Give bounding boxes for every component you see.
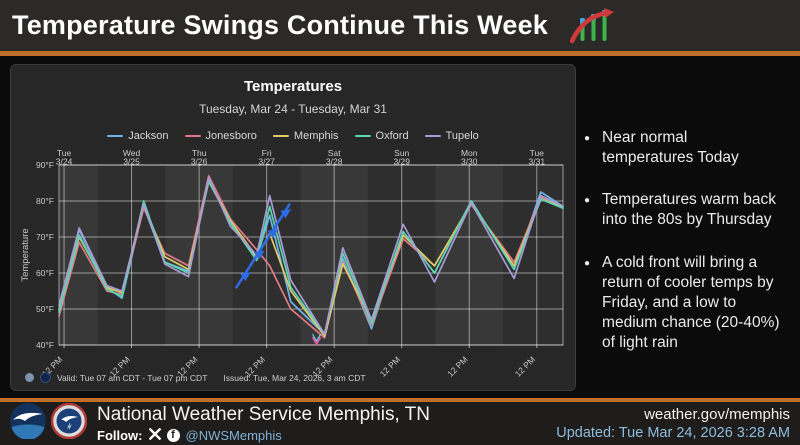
legend-label: Memphis [293, 130, 339, 142]
noon-tick-label: 12 PM [378, 354, 402, 378]
y-tick-label: 60°F [36, 268, 54, 278]
y-tick-label: 40°F [36, 340, 54, 350]
website-link[interactable]: weather.gov/memphis [644, 406, 790, 423]
chart-title: Temperatures [243, 78, 343, 95]
page-title: Temperature Swings Continue This Week [12, 10, 548, 40]
front-passage-marker [311, 336, 322, 347]
date-label: 3/24 [56, 157, 73, 167]
legend-item-jonesboro: Jonesboro [184, 130, 257, 142]
follow-row: Follow: f @NWSMemphis [97, 427, 430, 443]
footer-logos [10, 402, 88, 444]
day-label: Sat [328, 149, 341, 158]
front-passage-marker-outline [312, 333, 322, 343]
chart-legend: Jackson Jonesboro Memphis Oxford Tupelo [11, 130, 575, 142]
legend-label: Oxford [375, 130, 409, 142]
noaa-logo-icon [10, 403, 46, 444]
noon-tick-label: 12 PM [513, 354, 537, 378]
y-tick-label: 70°F [36, 232, 54, 242]
date-label: 3/30 [461, 157, 478, 167]
legend-swatch [184, 134, 201, 138]
chart-subtitle: Tuesday, Mar 24 - Tuesday, Mar 31 [199, 102, 387, 116]
date-label: 3/31 [529, 157, 546, 167]
issued-text: Issued: Tue, Mar 24, 2026, 3 am CDT [223, 372, 366, 383]
legend-swatch [272, 134, 289, 138]
legend-item-jackson: Jackson [107, 130, 169, 142]
day-label: Sun [394, 149, 409, 158]
y-tick-label: 50°F [36, 304, 54, 314]
valid-issued-row: Valid: Tue 07 am CDT - Tue 07 pm CDT Iss… [25, 372, 366, 383]
social-handle-link[interactable]: @NWSMemphis [185, 428, 282, 443]
day-label: Fri [262, 149, 272, 158]
legend-swatch [424, 134, 441, 138]
legend-item-tupelo: Tupelo [424, 130, 479, 142]
day-band [503, 165, 563, 345]
date-label: 3/27 [258, 157, 275, 167]
cold-front-triangle [267, 229, 279, 239]
follow-label: Follow: [97, 428, 143, 443]
valid-text: Valid: Tue 07 am CDT - Tue 07 pm CDT [57, 372, 208, 383]
y-tick-label: 80°F [36, 196, 54, 206]
updated-timestamp: Updated: Tue Mar 24, 2026 3:28 AM [556, 425, 790, 441]
legend-label: Jonesboro [205, 130, 257, 142]
cold-front-triangle [254, 250, 265, 260]
header-bar: Temperature Swings Continue This Week [0, 0, 800, 51]
x-twitter-icon[interactable] [148, 427, 161, 443]
legend-item-memphis: Memphis [272, 130, 339, 142]
bullet-dot: ● [584, 195, 591, 207]
orange-divider-top [0, 51, 800, 56]
day-label: Tue [530, 149, 545, 158]
bullet-text: Temperatures warm back into the 80s by T… [602, 191, 777, 229]
bullet-dot: ● [584, 257, 591, 269]
date-label: 3/26 [191, 157, 208, 167]
legend-label: Jackson [128, 130, 169, 142]
legend-swatch [354, 134, 371, 138]
bullet-dot: ● [584, 133, 591, 144]
legend-label: Tupelo [445, 130, 479, 142]
bullet-text: Near normal temperatures Today [602, 129, 739, 167]
footer-right-block: weather.gov/memphis Updated: Tue Mar 24,… [556, 406, 790, 441]
day-label: Tue [57, 149, 72, 158]
date-label: 3/29 [393, 157, 410, 167]
plot-border [58, 164, 564, 346]
legend-swatch [107, 134, 124, 138]
orange-divider-bottom [0, 398, 800, 402]
legend-item-oxford: Oxford [354, 130, 409, 142]
key-points-list: ● Near normal temperatures Today ● Temperat… [584, 128, 790, 375]
bullet-item: ● Temperatures warm back into the 80s by … [584, 190, 790, 230]
cold-front-triangle [240, 272, 251, 282]
nws-mini-logo-icon [25, 373, 34, 382]
date-label: 3/25 [123, 157, 140, 167]
y-tick-label: 90°F [36, 160, 54, 170]
chart-panel: Temperatures Tuesday, Mar 24 - Tuesday, … [10, 64, 576, 391]
bullet-item: ● Near normal temperatures Today [584, 128, 790, 168]
rising-thermometers-icon [570, 7, 614, 45]
noon-tick-label: 12 PM [445, 354, 469, 378]
facebook-icon[interactable]: f [166, 429, 180, 442]
bullet-text: A cold front will bring a return of cool… [602, 253, 780, 352]
footer-org-block: National Weather Service Memphis, TN Fol… [97, 404, 430, 443]
noaa-mini-logo-icon [40, 372, 51, 383]
org-name: National Weather Service Memphis, TN [97, 404, 430, 425]
series-line-tupelo [58, 176, 564, 336]
y-axis-label: Temperature [20, 228, 31, 281]
date-label: 3/28 [326, 157, 343, 167]
day-label: Thu [192, 149, 207, 158]
bullet-item: ● A cold front will bring a return of coo… [584, 253, 790, 354]
nws-logo-icon [50, 402, 88, 444]
day-label: Mon [461, 149, 478, 158]
footer-bar: National Weather Service Memphis, TN Fol… [0, 402, 800, 445]
cold-front-triangle [280, 209, 292, 219]
day-label: Wed [123, 149, 141, 158]
